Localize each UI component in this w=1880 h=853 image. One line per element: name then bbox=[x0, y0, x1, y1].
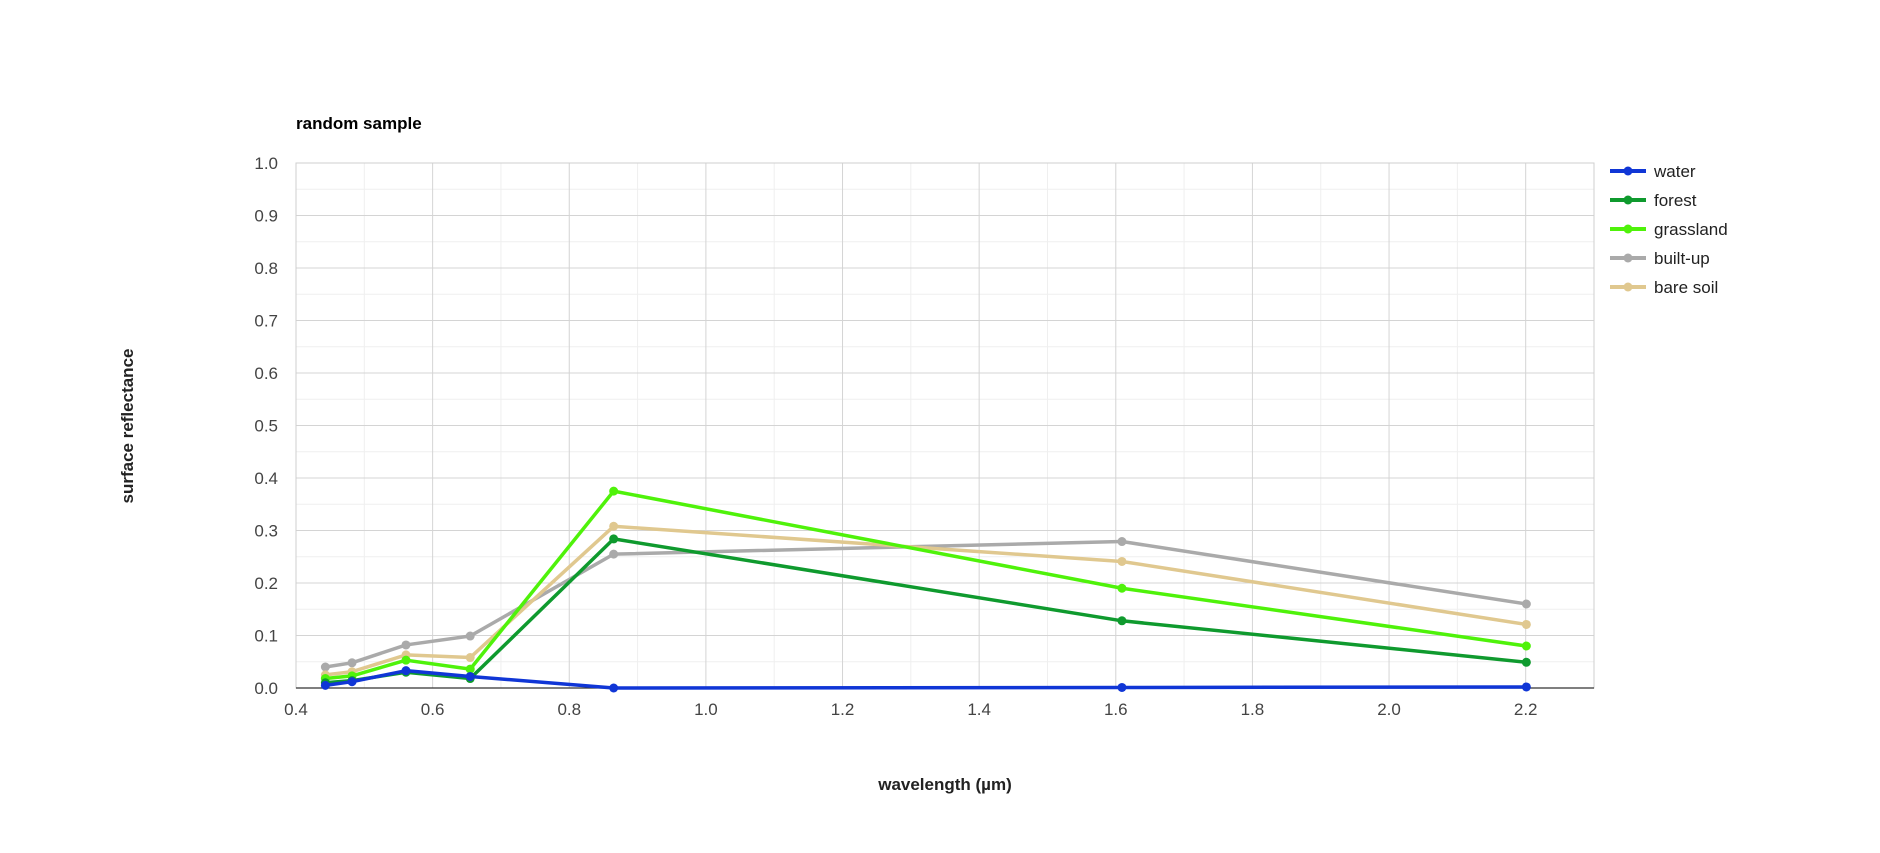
legend-item-built-up: built-up bbox=[1610, 249, 1710, 268]
data-point bbox=[401, 640, 411, 650]
y-tick-label: 0.8 bbox=[254, 259, 278, 278]
x-tick-label: 1.0 bbox=[694, 700, 718, 719]
data-point bbox=[347, 658, 357, 668]
series-line bbox=[325, 539, 1527, 669]
data-point bbox=[1117, 616, 1127, 626]
data-point bbox=[1117, 682, 1127, 692]
y-tick-label: 0.6 bbox=[254, 364, 278, 383]
legend-item-forest: forest bbox=[1610, 191, 1697, 210]
chart-title: random sample bbox=[296, 114, 422, 133]
y-tick-label: 0.2 bbox=[254, 574, 278, 593]
y-tick-label: 0.3 bbox=[254, 522, 278, 541]
data-point bbox=[320, 680, 330, 690]
data-point bbox=[609, 683, 619, 693]
series-line bbox=[325, 537, 1527, 685]
data-point bbox=[609, 521, 619, 531]
series-forest bbox=[320, 534, 1531, 688]
legend-label: bare soil bbox=[1654, 278, 1718, 297]
legend-label: water bbox=[1653, 162, 1696, 181]
legend-item-bare-soil: bare soil bbox=[1610, 278, 1718, 297]
data-point bbox=[1117, 556, 1127, 566]
y-tick-label: 0.4 bbox=[254, 469, 278, 488]
x-tick-label: 2.0 bbox=[1377, 700, 1401, 719]
y-axis-title: surface reflectance bbox=[118, 349, 137, 504]
y-tick-label: 0.0 bbox=[254, 679, 278, 698]
legend: water forest grassland built-up bare soil bbox=[1610, 162, 1728, 297]
legend-swatch-dot bbox=[1623, 166, 1633, 176]
data-point bbox=[465, 631, 475, 641]
y-tick-label: 0.7 bbox=[254, 312, 278, 331]
data-point bbox=[465, 664, 475, 674]
data-point bbox=[465, 671, 475, 681]
series-built-up bbox=[320, 537, 1531, 672]
series-line bbox=[325, 489, 1527, 681]
legend-swatch-dot bbox=[1623, 282, 1633, 292]
x-tick-label: 1.8 bbox=[1241, 700, 1265, 719]
data-point bbox=[609, 486, 619, 496]
legend-swatch-dot bbox=[1623, 224, 1633, 234]
data-point bbox=[609, 534, 619, 544]
x-tick-label: 1.6 bbox=[1104, 700, 1128, 719]
x-tick-label: 2.2 bbox=[1514, 700, 1538, 719]
x-tick-label: 0.8 bbox=[557, 700, 581, 719]
data-point bbox=[1521, 641, 1531, 651]
data-point bbox=[401, 666, 411, 676]
legend-label: built-up bbox=[1654, 249, 1710, 268]
legend-swatch-dot bbox=[1623, 195, 1633, 205]
series-water bbox=[320, 666, 1531, 693]
data-point bbox=[1521, 682, 1531, 692]
legend-label: grassland bbox=[1654, 220, 1728, 239]
data-point bbox=[1117, 537, 1127, 547]
y-tick-label: 1.0 bbox=[254, 154, 278, 173]
legend-item-water: water bbox=[1610, 162, 1696, 181]
y-tick-label: 0.9 bbox=[254, 207, 278, 226]
data-point bbox=[1521, 619, 1531, 629]
axes: 0.4 0.6 0.8 1.0 1.2 1.4 1.6 1.8 2.0 2.2 0.0 0.1 0.2 0… bbox=[254, 154, 1594, 719]
data-point bbox=[1117, 583, 1127, 593]
y-tick-label: 0.1 bbox=[254, 627, 278, 646]
x-tick-label: 0.4 bbox=[284, 700, 308, 719]
legend-swatch-dot bbox=[1623, 253, 1633, 263]
x-tick-label: 1.2 bbox=[831, 700, 855, 719]
series-grassland bbox=[320, 486, 1531, 684]
data-point bbox=[465, 653, 475, 663]
data-point bbox=[1521, 657, 1531, 667]
x-axis-title: wavelength (µm) bbox=[877, 775, 1012, 794]
data-point bbox=[320, 662, 330, 672]
grid bbox=[295, 162, 1595, 689]
data-point bbox=[401, 655, 411, 665]
x-tick-label: 0.6 bbox=[421, 700, 445, 719]
series-line bbox=[325, 524, 1527, 677]
y-tick-label: 0.5 bbox=[254, 417, 278, 436]
data-point bbox=[609, 549, 619, 559]
data-point bbox=[347, 677, 357, 687]
data-point bbox=[1521, 599, 1531, 609]
x-tick-label: 1.4 bbox=[967, 700, 991, 719]
legend-label: forest bbox=[1654, 191, 1697, 210]
series-lines bbox=[320, 486, 1531, 693]
legend-item-grassland: grassland bbox=[1610, 220, 1728, 239]
series-line bbox=[325, 668, 1527, 690]
